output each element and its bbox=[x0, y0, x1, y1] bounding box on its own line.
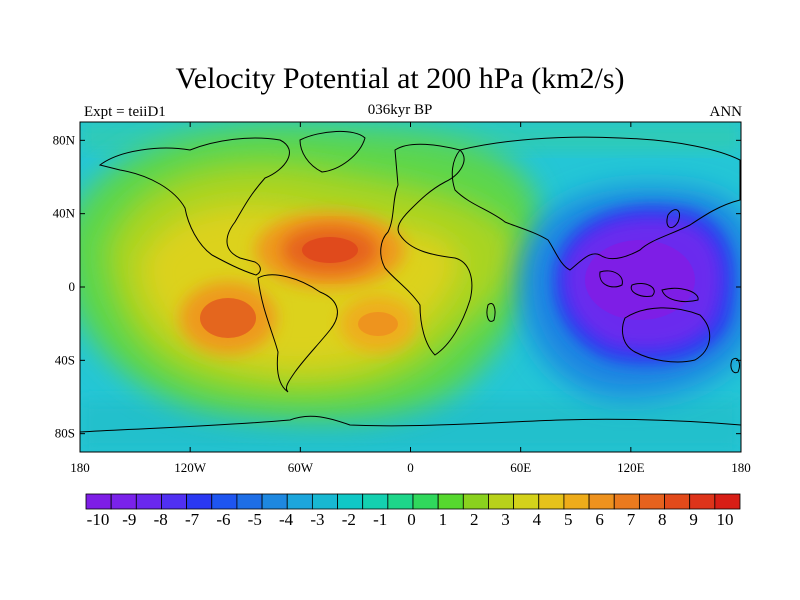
x-tick-label: 120W bbox=[174, 460, 207, 475]
colorbar-label: -6 bbox=[216, 510, 230, 529]
colorbar-swatch bbox=[437, 493, 464, 510]
x-tick-label: 180 bbox=[731, 460, 751, 475]
colorbar-swatch bbox=[563, 493, 590, 510]
colorbar-label: -10 bbox=[87, 510, 110, 529]
x-tick-label: 0 bbox=[407, 460, 414, 475]
colorbar-label: -7 bbox=[185, 510, 200, 529]
colorbar-label: 4 bbox=[533, 510, 542, 529]
colorbar-swatch bbox=[186, 493, 213, 510]
colorbar-label: 5 bbox=[564, 510, 573, 529]
colorbar-swatch bbox=[513, 493, 540, 510]
colorbar-label: -2 bbox=[342, 510, 356, 529]
colorbar: -10 -9 -8 -7 -6 -5 -4 -3 -2 -1 0 1 2 3 4 5 6 7 8 9 10 bbox=[85, 493, 741, 529]
colorbar-swatch bbox=[689, 493, 716, 510]
x-tick-label: 180 bbox=[70, 460, 90, 475]
colorbar-swatch bbox=[110, 493, 137, 510]
velocity-potential-field bbox=[80, 122, 741, 452]
colorbar-swatch bbox=[286, 493, 313, 510]
colorbar-swatch bbox=[412, 493, 439, 510]
time-label: 036kyr BP bbox=[367, 102, 433, 118]
colorbar-label: 6 bbox=[595, 510, 604, 529]
colorbar-swatch bbox=[538, 493, 565, 510]
colorbar-swatch bbox=[135, 493, 162, 510]
colorbar-label: 1 bbox=[439, 510, 448, 529]
colorbar-swatch bbox=[588, 493, 615, 510]
y-tick-label: 80N bbox=[53, 132, 76, 147]
colorbar-swatch bbox=[311, 493, 338, 510]
experiment-label: Expt = teiiD1 bbox=[84, 104, 166, 120]
colorbar-swatch bbox=[488, 493, 515, 510]
colorbar-swatch bbox=[387, 493, 414, 510]
colorbar-swatch bbox=[85, 493, 112, 510]
y-tick-label: 80S bbox=[55, 426, 75, 441]
colorbar-swatch bbox=[211, 493, 238, 510]
colorbar-label: -9 bbox=[122, 510, 136, 529]
colorbar-swatch bbox=[261, 493, 288, 510]
colorbar-swatch bbox=[161, 493, 188, 510]
colorbar-swatch bbox=[236, 493, 263, 510]
colorbar-label: 2 bbox=[470, 510, 479, 529]
colorbar-swatch bbox=[462, 493, 489, 510]
colorbar-swatch bbox=[362, 493, 389, 510]
colorbar-label: 3 bbox=[501, 510, 510, 529]
colorbar-label: -3 bbox=[310, 510, 324, 529]
colorbar-label: 7 bbox=[627, 510, 636, 529]
colorbar-label: -4 bbox=[279, 510, 294, 529]
y-tick-label: 40N bbox=[53, 206, 76, 221]
x-tick-label: 60W bbox=[288, 460, 314, 475]
x-tick-label: 120E bbox=[617, 460, 645, 475]
season-label: ANN bbox=[709, 104, 743, 120]
axis-ticks bbox=[79, 122, 742, 452]
colorbar-label: -5 bbox=[248, 510, 262, 529]
y-tick-label: 0 bbox=[69, 279, 76, 294]
colorbar-label: 9 bbox=[689, 510, 698, 529]
chart-title: Velocity Potential at 200 hPa (km2/s) bbox=[175, 62, 625, 95]
axis-labels: 180 120W 60W 0 60E 120E 180 80N 40N 0 40S 80S bbox=[53, 132, 751, 475]
colorbar-label: -8 bbox=[154, 510, 168, 529]
colorbar-swatch bbox=[638, 493, 665, 510]
colorbar-label: 8 bbox=[658, 510, 667, 529]
colorbar-swatch bbox=[714, 493, 741, 510]
colorbar-swatch bbox=[664, 493, 691, 510]
colorbar-label: 10 bbox=[717, 510, 734, 529]
coastlines bbox=[80, 130, 741, 433]
x-tick-label: 60E bbox=[510, 460, 531, 475]
colorbar-label: -1 bbox=[373, 510, 387, 529]
colorbar-swatch bbox=[337, 493, 364, 510]
colorbar-label: 0 bbox=[407, 510, 416, 529]
y-tick-label: 40S bbox=[55, 352, 75, 367]
colorbar-swatch bbox=[613, 493, 640, 510]
